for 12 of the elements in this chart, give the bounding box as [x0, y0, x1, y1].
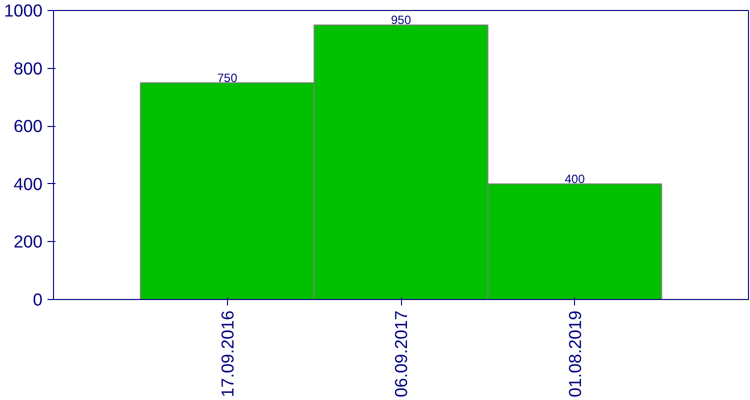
data-label: 950 — [390, 12, 412, 27]
x-tick-label: 06.09.2017 — [391, 310, 411, 398]
data-label: 400 — [564, 172, 586, 186]
y-tick-label: 400 — [14, 174, 43, 194]
y-tick-label: 0 — [32, 290, 43, 310]
y-tick-label: 600 — [14, 116, 43, 136]
x-tick-label: 17.09.2016 — [217, 310, 238, 398]
y-tick-label: 800 — [14, 58, 43, 78]
y-tick-label: 1000 — [4, 0, 43, 20]
x-tick-label: 01.08.2019 — [564, 310, 585, 398]
data-label: 750 — [217, 70, 238, 85]
y-tick-label: 200 — [14, 232, 43, 252]
